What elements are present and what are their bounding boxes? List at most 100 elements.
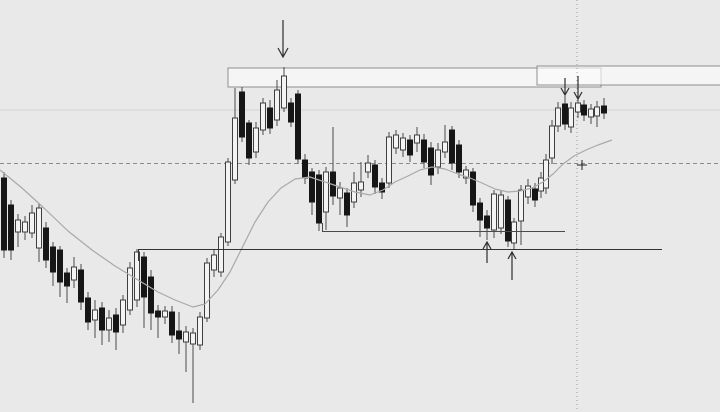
candle-body-bull [435,149,441,168]
candle [568,102,574,133]
candle-body-bear [449,129,455,164]
candle-body-bull [555,107,561,127]
candle-body-bear [113,314,119,333]
candle [393,130,399,154]
candle [505,196,511,247]
candle [428,142,434,185]
candle [477,198,483,237]
candle [253,122,259,158]
candle-body-bull [400,137,406,151]
candle [323,167,329,230]
candle-body-bear [43,227,49,261]
candle-body-bull [511,221,517,244]
candle [204,258,210,322]
candle-body-bull [365,162,371,173]
candle [498,191,504,234]
candle-body-bear [85,297,91,323]
up-arrow-annotation[interactable] [507,250,517,280]
candle-body-bull [29,212,35,234]
candle [372,160,378,194]
candle-body-bull [134,251,140,301]
candle [57,246,63,297]
candle-body-bull [549,125,555,159]
candle [148,270,154,330]
candle [449,126,455,170]
candle-body-bear [601,105,607,114]
candle [344,188,350,227]
candle-body-bull [386,136,392,184]
candle-body-bull [218,236,224,273]
candle-body-bear [477,202,483,221]
candle [400,133,406,157]
up-arrow-annotation[interactable] [482,240,492,263]
down-arrow-annotation[interactable] [277,20,289,59]
candle [435,143,441,174]
candle-body-bear [64,272,70,287]
candle [190,328,196,403]
down-arrow-annotation[interactable] [560,78,570,97]
candle-body-bull [525,185,531,198]
candle-body-bear [57,249,63,283]
candle [588,104,594,124]
candle-body-bull [414,134,420,144]
candle [365,155,371,178]
candle-body-bear [484,215,490,229]
candle [267,100,273,134]
major-support-line[interactable] [138,249,662,262]
candle-body-bull [323,171,329,213]
candle [309,168,315,215]
candle-body-bear [155,310,161,318]
candle [36,203,42,262]
candle-body-bear [470,171,476,206]
down-arrow-annotation[interactable] [573,76,583,101]
candle-body-bear [295,93,301,160]
candle [127,262,133,315]
candle-body-bear [421,139,427,163]
candle-body-bear [246,122,252,159]
candle [463,166,469,184]
candle [239,87,245,142]
candle-body-bear [532,188,538,201]
candle [99,302,105,345]
candle-body-bear [562,103,568,125]
candle-body-bear [581,104,587,116]
candle [64,268,70,303]
candle-body-bull [594,106,600,117]
candle [176,312,182,354]
candle-body-bull [127,267,133,311]
candle [211,250,217,277]
candle-body-bear [372,164,378,188]
candle [260,98,266,135]
candle [518,185,524,245]
candle [246,120,252,165]
candle-body-bull [183,331,189,343]
candle-body-bull [588,108,594,118]
candle [92,300,98,338]
candle [295,90,301,164]
candle [106,310,112,342]
candle-body-bear [78,269,84,303]
arrow-head [560,87,570,97]
candle [491,190,497,238]
candle [197,312,203,350]
candle-body-bear [267,107,273,129]
minor-support-line[interactable] [322,223,565,232]
candle-body-bull [358,181,364,191]
candle [1,172,7,258]
candle-body-bear [302,159,308,179]
candle [386,132,392,188]
candle-body-bull [71,266,77,281]
candle [601,98,607,119]
candle [218,233,224,277]
candle [594,101,600,127]
supply-zone-right[interactable] [536,65,720,86]
candle-body-bull [274,89,280,121]
candle-body-bull [253,127,259,153]
arrow-head [277,47,289,59]
candle [134,249,140,307]
candle-body-bull [22,221,28,233]
candle [162,306,168,324]
candle-body-bull [442,141,448,153]
